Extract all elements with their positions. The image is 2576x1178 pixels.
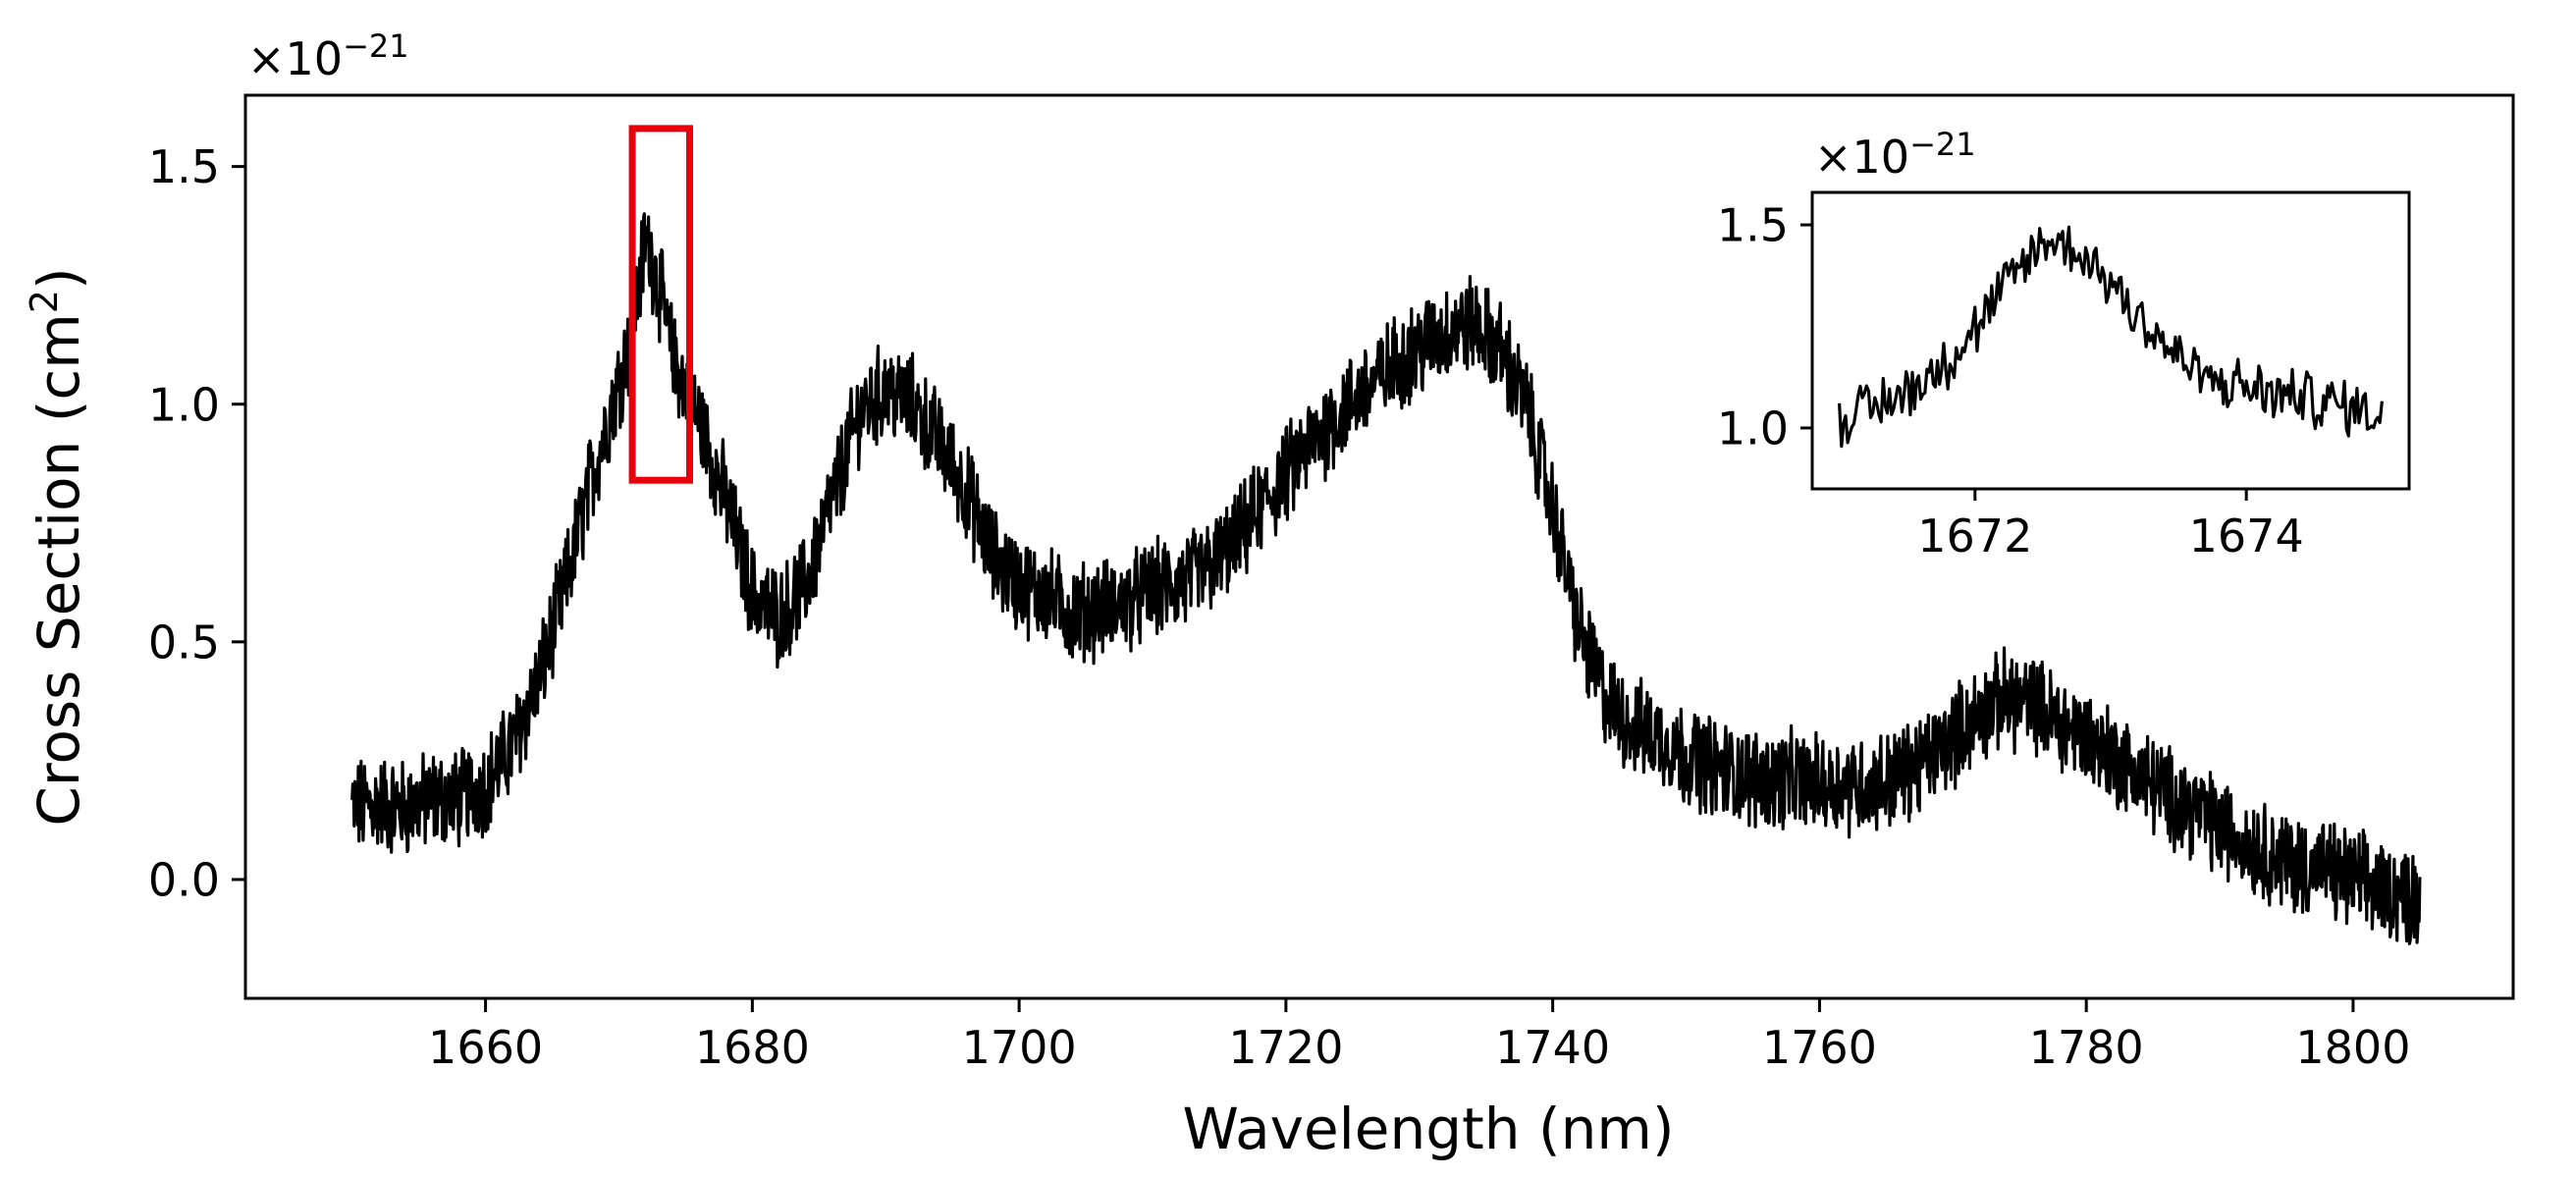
x-tick-label: 1680 xyxy=(695,1021,810,1074)
inset-axes: 1672 1674 1.0 1.5 ×10−21 xyxy=(1717,126,2411,562)
inset-scale-prefix: ×10 xyxy=(1814,131,1909,184)
x-tick-label: 1660 xyxy=(428,1021,543,1074)
inset-plot-frame xyxy=(1810,190,2411,491)
main-scale-exponent: −21 xyxy=(343,27,409,65)
inset-scale-exponent: −21 xyxy=(1909,126,1976,163)
zoom-highlight-box xyxy=(628,125,693,484)
y-tick-label: 1.0 xyxy=(148,378,220,431)
inset-x-ticks: 1672 1674 xyxy=(1917,489,2304,562)
y-tick-label: 1.5 xyxy=(1717,199,1789,252)
series-line-cross_section xyxy=(350,212,2422,945)
inset-y-ticks: 1.0 1.5 xyxy=(1717,199,1812,455)
x-tick-label: 1672 xyxy=(1917,509,2032,562)
inset-scale-label: ×10−21 xyxy=(1814,126,1976,184)
inset-background xyxy=(1812,192,2409,489)
x-axis-label: Wavelength (nm) xyxy=(1182,1096,1674,1162)
x-tick-label: 1720 xyxy=(1228,1021,1343,1074)
main-plot-lines xyxy=(350,212,2422,945)
main-scale-prefix: ×10 xyxy=(247,32,343,85)
y-axis-label-close: ) xyxy=(26,267,92,290)
y-axis-label: Cross Section (cm2) xyxy=(23,267,92,826)
y-axis-label-sup: 2 xyxy=(23,290,66,313)
x-tick-label: 1740 xyxy=(1495,1021,1610,1074)
inset-plot-lines xyxy=(1838,225,2384,449)
main-scale-label: ×10−21 xyxy=(247,27,409,85)
main-y-ticks: 0.0 0.5 1.0 1.5 xyxy=(148,140,245,907)
y-axis-label-main: Cross Section (cm xyxy=(26,313,92,826)
x-tick-label: 1700 xyxy=(962,1021,1077,1074)
main-x-ticks: 1660 1680 1700 1720 1740 1760 1780 1800 xyxy=(428,998,2410,1074)
y-tick-label: 0.0 xyxy=(148,854,220,907)
main-plot-frame xyxy=(243,93,2515,1000)
y-tick-label: 0.5 xyxy=(148,616,220,669)
x-tick-label: 1760 xyxy=(1762,1021,1877,1074)
x-tick-label: 1800 xyxy=(2295,1021,2410,1074)
x-tick-label: 1780 xyxy=(2029,1021,2144,1074)
x-tick-label: 1674 xyxy=(2189,509,2304,562)
y-tick-label: 1.0 xyxy=(1717,402,1789,455)
series-line-cross_section_zoom xyxy=(1838,225,2384,449)
main-axes: 1660 1680 1700 1720 1740 1760 1780 1800 0.0 0.5 1… xyxy=(23,27,2515,1162)
y-tick-label: 1.5 xyxy=(148,140,220,193)
